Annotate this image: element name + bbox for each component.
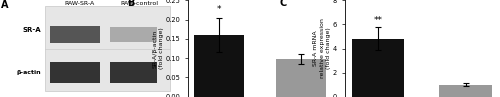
- Bar: [276, 59, 326, 97]
- Bar: [50, 26, 100, 43]
- Text: RAW-SR-A: RAW-SR-A: [64, 1, 95, 6]
- Text: β-actin: β-actin: [16, 70, 41, 75]
- Text: **: **: [374, 16, 382, 25]
- Bar: [194, 35, 244, 97]
- Y-axis label: SR-A/β-actin
(fold change): SR-A/β-actin (fold change): [152, 28, 164, 69]
- Bar: [110, 27, 158, 42]
- Text: C: C: [280, 0, 287, 8]
- Y-axis label: SR-A mRNA
relative expression
(fold change): SR-A mRNA relative expression (fold chan…: [313, 19, 332, 78]
- Text: A: A: [1, 0, 8, 10]
- Bar: [110, 62, 158, 83]
- Bar: [50, 62, 100, 83]
- Text: SR-A: SR-A: [22, 27, 41, 33]
- Text: *: *: [216, 5, 221, 14]
- Bar: [440, 85, 492, 97]
- Text: RAW-control: RAW-control: [121, 1, 159, 6]
- Bar: [352, 39, 405, 97]
- Bar: [44, 6, 170, 91]
- Text: B: B: [127, 0, 134, 8]
